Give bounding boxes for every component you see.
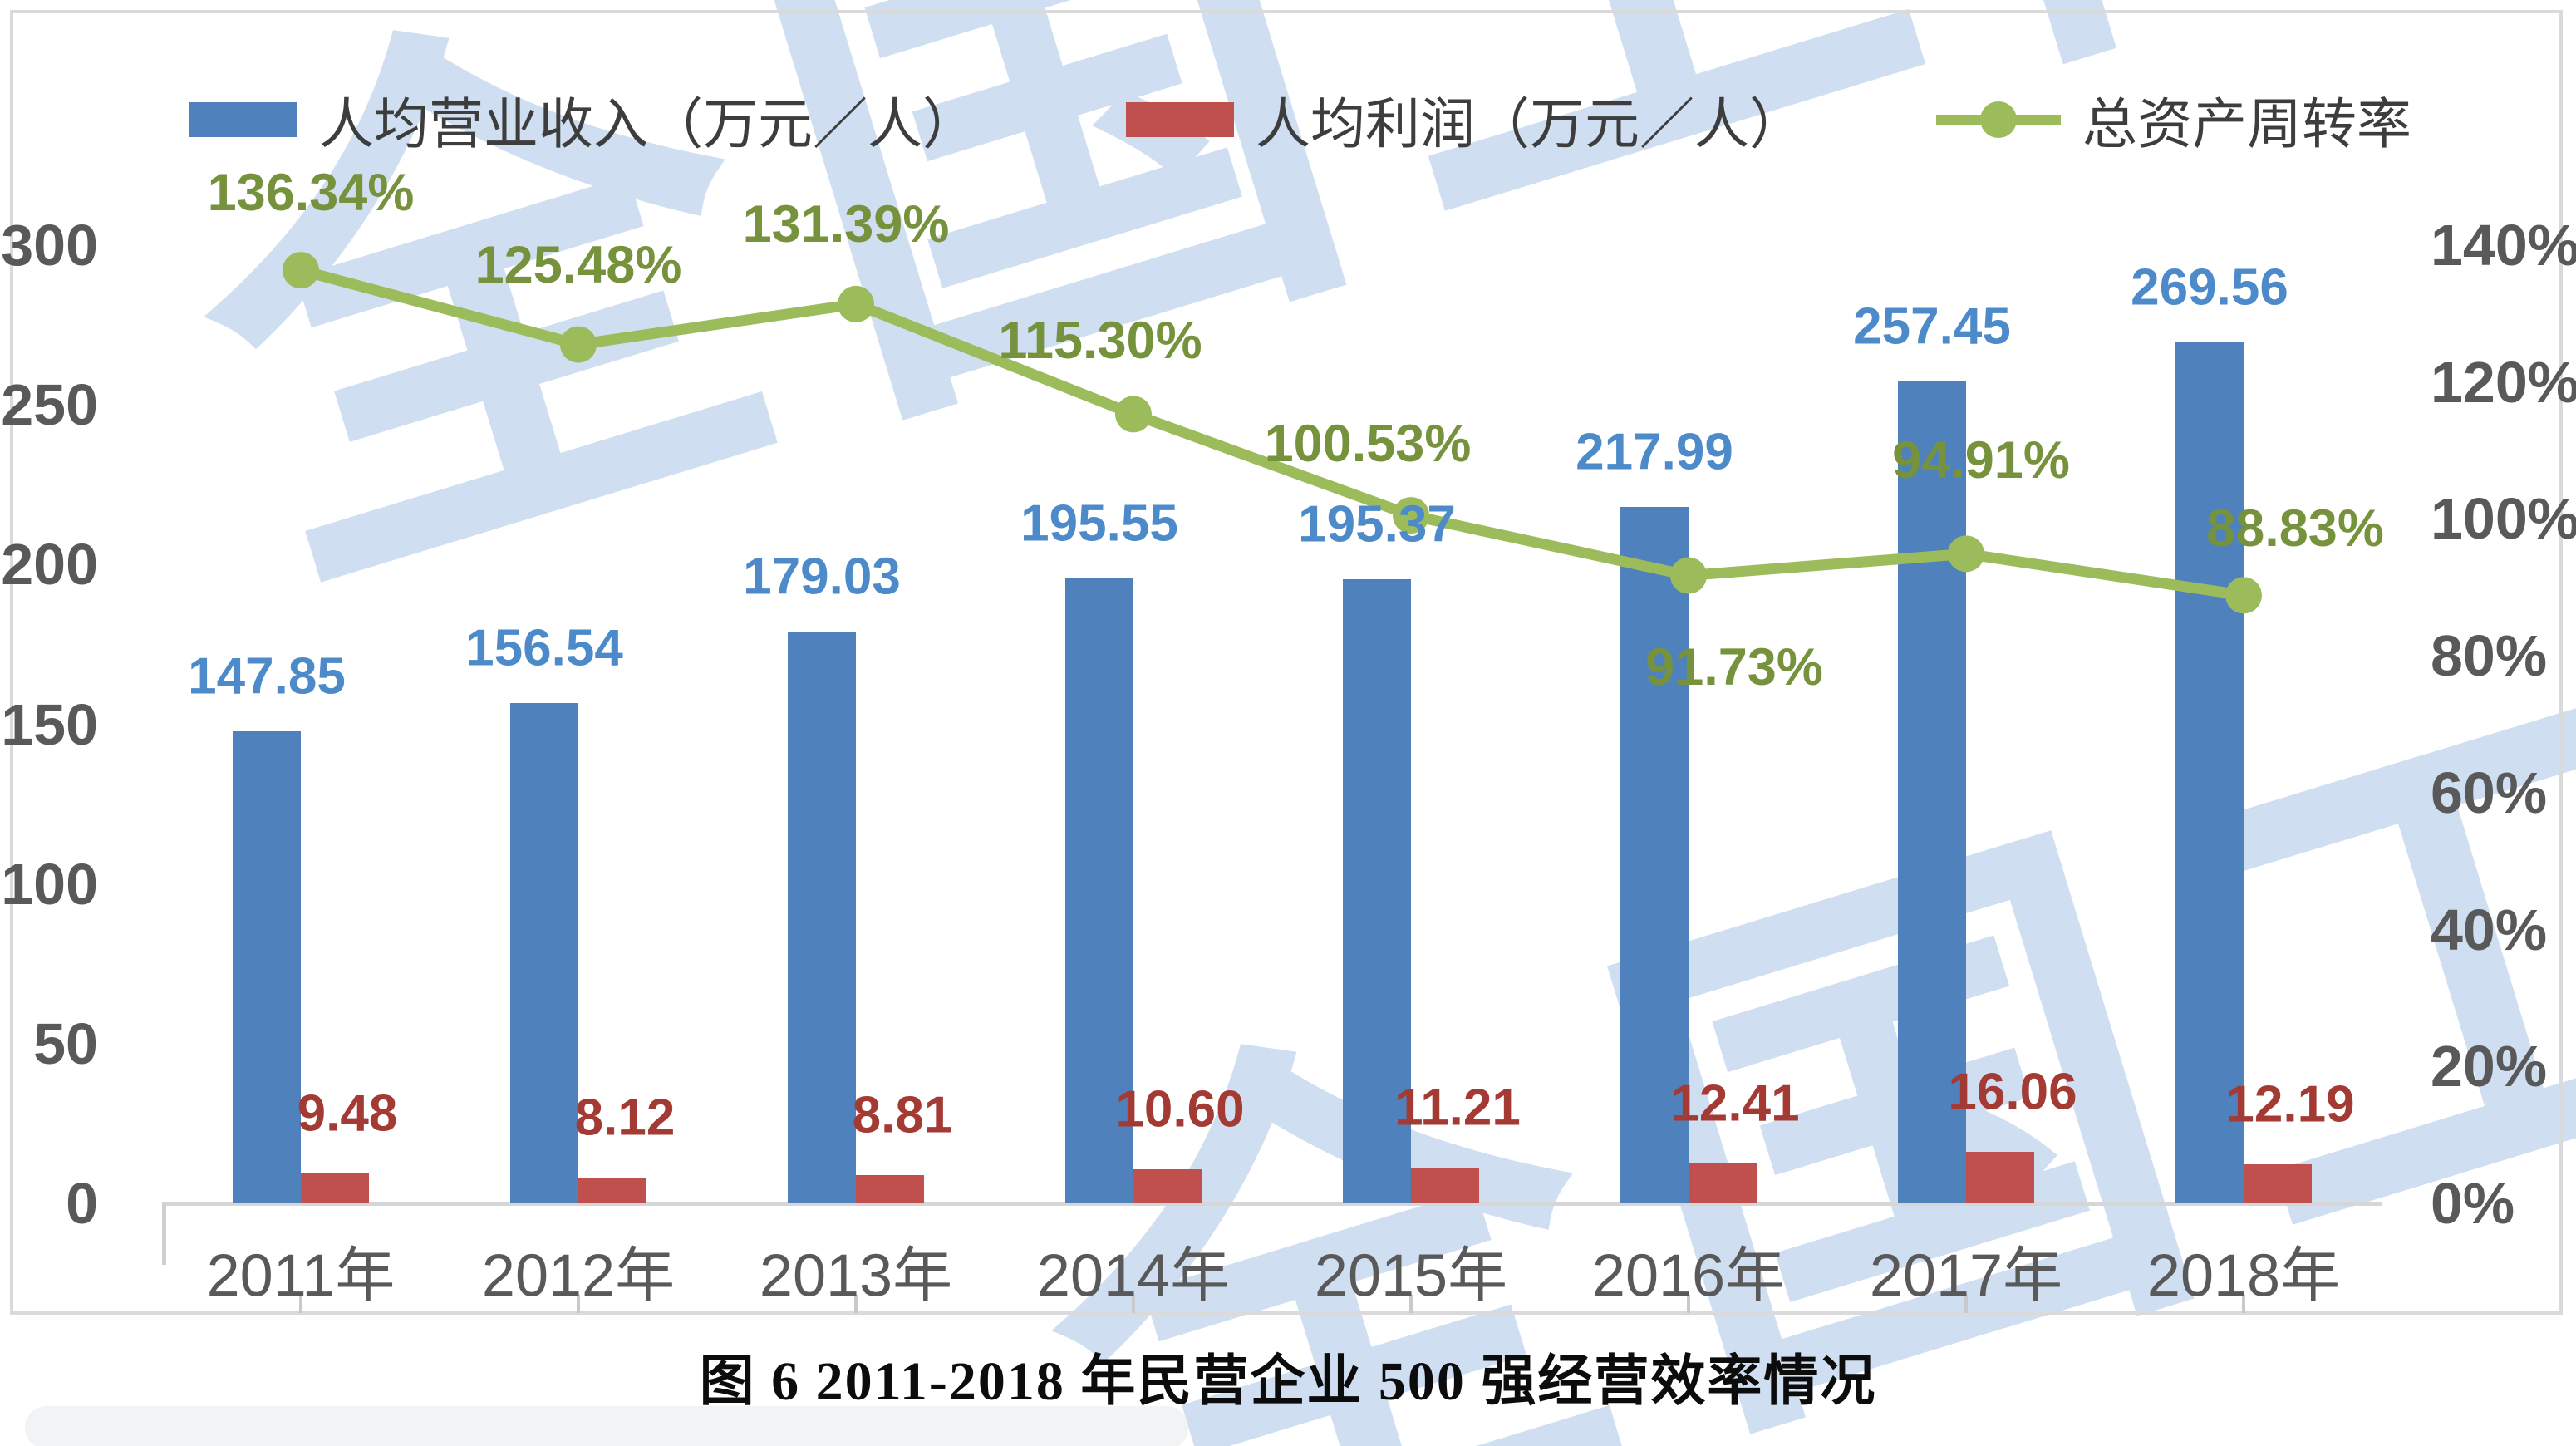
- bar-label-profit-2011: 9.48: [297, 1084, 398, 1143]
- legend-swatch-profit-bar: [1126, 102, 1234, 137]
- left-axis-tick-label: 150: [1, 691, 98, 757]
- bar-profit-2018: [2244, 1164, 2312, 1203]
- bottom-border-tick: [299, 1295, 302, 1313]
- bottom-border-tick: [1687, 1295, 1690, 1313]
- axis-edge-tick: [162, 1203, 166, 1265]
- right-axis-tick-label: 100%: [2431, 486, 2576, 552]
- bar-label-profit-2017: 16.06: [1948, 1063, 2077, 1121]
- bar-label-profit-2013: 8.81: [852, 1086, 953, 1144]
- line-label-2014: 115.30%: [998, 312, 1202, 371]
- bar-profit-2015: [1411, 1167, 1479, 1203]
- bar-label-profit-2016: 12.41: [1670, 1075, 1800, 1133]
- legend-label-revenue: 人均营业收入（万元／人）: [319, 93, 977, 155]
- bottom-border-tick: [1132, 1295, 1135, 1313]
- x-axis-line: [162, 1202, 2382, 1206]
- bar-revenue-2016: [1620, 507, 1689, 1203]
- line-point-2011: [283, 252, 319, 289]
- bar-profit-2017: [1966, 1152, 2034, 1203]
- line-point-2017: [1948, 535, 1984, 573]
- line-point-2018: [2225, 577, 2262, 614]
- right-axis-tick-label: 140%: [2431, 213, 2576, 278]
- line-label-2017: 94.91%: [1892, 431, 2070, 490]
- right-axis-tick-label: 20%: [2431, 1034, 2548, 1099]
- left-axis-tick-label: 0: [66, 1171, 98, 1236]
- bar-label-revenue-2018: 269.56: [2131, 258, 2288, 317]
- bar-label-revenue-2015: 195.37: [1298, 495, 1456, 553]
- legend-swatch-revenue-bar: [189, 102, 297, 137]
- bottom-border-tick: [2242, 1295, 2245, 1313]
- line-label-2015: 100.53%: [1264, 415, 1472, 474]
- x-axis-label-2018: 2018年: [2146, 1242, 2341, 1310]
- bar-revenue-2015: [1343, 579, 1411, 1203]
- line-point-2012: [560, 326, 597, 363]
- right-axis-tick-label: 80%: [2431, 623, 2548, 689]
- bar-revenue-2017: [1898, 381, 1966, 1203]
- bar-profit-2011: [301, 1173, 369, 1203]
- right-axis-tick-label: 120%: [2431, 349, 2576, 415]
- right-axis-tick-label: 0%: [2431, 1171, 2515, 1236]
- legend-item-turnover: 总资产周转率: [1936, 80, 2411, 160]
- left-axis-tick-label: 250: [1, 372, 98, 438]
- page-shade: [25, 1406, 1188, 1446]
- bar-revenue-2013: [788, 631, 856, 1203]
- bar-revenue-2014: [1065, 578, 1133, 1203]
- x-axis-label-2013: 2013年: [759, 1242, 953, 1310]
- bar-profit-2014: [1133, 1169, 1202, 1203]
- x-axis-label-2015: 2015年: [1314, 1242, 1508, 1310]
- right-axis-tick-label: 60%: [2431, 760, 2548, 825]
- legend-item-profit: 人均利润（万元／人）: [1126, 80, 1804, 160]
- x-axis-label-2014: 2014年: [1036, 1242, 1231, 1310]
- x-axis-label-2017: 2017年: [1869, 1242, 2063, 1310]
- bar-label-profit-2015: 11.21: [1394, 1079, 1521, 1137]
- line-point-2016: [1670, 557, 1707, 594]
- line-point-2015: [1393, 497, 1429, 534]
- bar-profit-2013: [856, 1175, 924, 1203]
- chart-border-box: [10, 10, 2563, 1315]
- bar-label-revenue-2012: 156.54: [465, 619, 623, 677]
- left-axis-tick-label: 50: [33, 1011, 98, 1076]
- x-axis-label-2016: 2016年: [1591, 1242, 1786, 1310]
- x-axis-label-2011: 2011年: [206, 1242, 396, 1310]
- bar-profit-2016: [1689, 1163, 1757, 1203]
- figure-caption: 图 6 2011-2018 年民营企业 500 强经营效率情况: [699, 1351, 1877, 1412]
- turnover-line: [299, 264, 2244, 601]
- legend-swatch-turnover-line: [1936, 101, 2061, 138]
- line-label-2016: 91.73%: [1645, 637, 1823, 696]
- bottom-border-tick: [1964, 1295, 1968, 1313]
- left-axis-tick-label: 300: [1, 213, 98, 278]
- bar-label-profit-2012: 8.12: [574, 1089, 676, 1147]
- bar-revenue-2018: [2175, 342, 2244, 1203]
- x-axis-label-2012: 2012年: [481, 1242, 676, 1310]
- bar-label-profit-2014: 10.60: [1115, 1080, 1245, 1139]
- bottom-border-tick: [854, 1295, 858, 1313]
- bar-label-revenue-2014: 195.55: [1020, 494, 1178, 553]
- bar-revenue-2011: [233, 730, 301, 1203]
- line-point-2013: [838, 285, 874, 322]
- line-label-2011: 136.34%: [207, 164, 415, 223]
- legend-label-profit: 人均利润（万元／人）: [1256, 93, 1804, 155]
- legend-item-revenue: 人均营业收入（万元／人）: [189, 80, 977, 160]
- bottom-border-tick: [577, 1295, 580, 1313]
- right-axis-tick-label: 40%: [2431, 897, 2548, 962]
- left-axis-tick-label: 200: [1, 532, 98, 598]
- bar-profit-2012: [578, 1177, 646, 1203]
- left-axis-tick-label: 100: [1, 851, 98, 917]
- bar-label-revenue-2016: 217.99: [1576, 423, 1733, 481]
- line-label-2013: 131.39%: [742, 194, 950, 253]
- bar-label-profit-2018: 12.19: [2225, 1075, 2355, 1134]
- bar-revenue-2012: [510, 703, 578, 1203]
- bottom-border-tick: [1409, 1295, 1413, 1313]
- line-label-2018: 88.83%: [2206, 499, 2384, 558]
- bar-label-revenue-2017: 257.45: [1853, 298, 2011, 356]
- bar-label-revenue-2013: 179.03: [743, 548, 901, 606]
- line-point-2014: [1115, 396, 1152, 433]
- legend-label-turnover: 总资产周转率: [2082, 93, 2411, 155]
- line-label-2012: 125.48%: [474, 235, 682, 294]
- bar-label-revenue-2011: 147.85: [188, 647, 346, 706]
